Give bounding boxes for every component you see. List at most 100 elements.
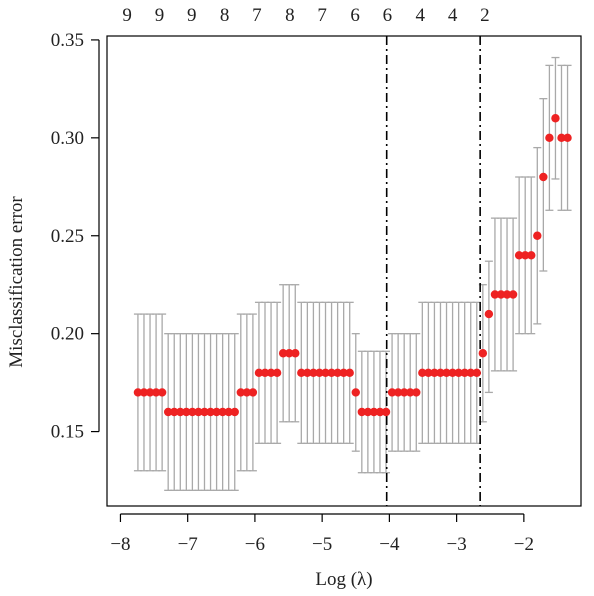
x-tick-label: −6 [245,534,265,555]
data-point [357,407,367,417]
y-tick-label: 0.30 [51,128,84,149]
data-point [309,368,318,378]
data-point [430,368,439,378]
data-point [454,368,463,378]
y-tick-label: 0.20 [51,324,84,345]
data-point [133,388,143,397]
top-axis-label: 6 [383,5,393,26]
data-point [381,407,391,417]
data-point [278,349,288,358]
data-point [139,388,149,397]
x-tick-label: −3 [447,534,467,555]
x-tick-label: −4 [379,534,400,555]
top-axis-label: 7 [317,5,327,26]
data-point [406,388,415,397]
data-point [266,368,276,378]
x-tick-label: −5 [312,534,332,555]
data-point [248,388,258,397]
data-point [418,368,427,378]
data-point [448,368,457,378]
data-point [163,407,173,417]
data-point [303,368,312,378]
data-point [424,368,433,378]
data-point [182,407,191,417]
top-axis-label: 2 [480,5,490,26]
data-point [339,368,348,378]
data-point [285,349,294,358]
data-point [533,231,542,240]
data-point [460,368,469,378]
data-point [242,388,252,397]
top-axis-label: 4 [416,5,426,26]
top-axis-label: 9 [122,5,132,26]
data-point [194,407,203,417]
data-point [436,368,445,378]
data-point [508,290,518,299]
data-point [472,368,481,378]
data-point [466,368,475,378]
x-axis-title: Log (λ) [315,569,372,590]
error-bars [133,56,572,491]
data-point [496,290,506,299]
top-axis-label: 4 [448,5,458,26]
reference-lines [385,36,481,506]
data-point [200,407,209,417]
plot-frame [106,35,582,507]
data-point [151,388,161,397]
data-point [321,368,330,378]
data-point [539,172,548,182]
data-point [297,368,306,378]
data-point [399,388,409,397]
data-point [490,290,500,299]
data-point [224,407,233,417]
y-tick-label: 0.35 [51,30,84,51]
y-axis: 0.15 0.20 0.25 0.30 0.35 [51,30,100,443]
data-point [315,368,324,378]
top-axis-labels: 9 9 9 8 7 8 7 6 6 4 4 2 [122,5,489,26]
data-point [291,349,300,358]
data-points [133,114,572,417]
data-point [351,388,360,397]
data-point [145,388,155,397]
data-point [157,388,167,397]
data-point [230,407,239,417]
data-point [333,368,342,378]
x-tick-label: −2 [514,534,534,555]
y-axis-title: Misclassification error [6,196,27,368]
data-point [212,407,221,417]
data-point [545,133,554,143]
data-point [176,407,185,417]
top-axis-label: 7 [252,5,262,26]
top-axis-label: 8 [285,5,295,26]
data-point [484,309,494,319]
top-axis-label: 6 [350,5,360,26]
data-point [188,407,197,417]
data-point [563,133,572,143]
data-point [272,368,282,378]
data-point [478,349,488,358]
data-point [345,368,354,378]
data-point [502,290,512,299]
y-tick-label: 0.15 [51,422,84,443]
data-point [387,388,397,397]
data-point [254,368,264,378]
data-point [514,251,524,260]
top-axis-label: 8 [220,5,230,26]
data-point [520,251,530,260]
data-point [442,368,451,378]
y-tick-label: 0.25 [51,226,84,247]
data-point [236,388,245,397]
top-axis-label: 9 [187,5,197,26]
data-point [557,133,566,143]
data-point [206,407,215,417]
data-point [527,251,536,260]
data-point [363,407,373,417]
data-point [412,388,421,397]
data-point [551,114,560,123]
data-point [327,368,336,378]
data-point [170,407,179,417]
top-axis-label: 9 [155,5,165,26]
x-axis: −8 −7 −6 −5 −4 −3 −2 [110,513,534,555]
data-point [369,407,379,417]
